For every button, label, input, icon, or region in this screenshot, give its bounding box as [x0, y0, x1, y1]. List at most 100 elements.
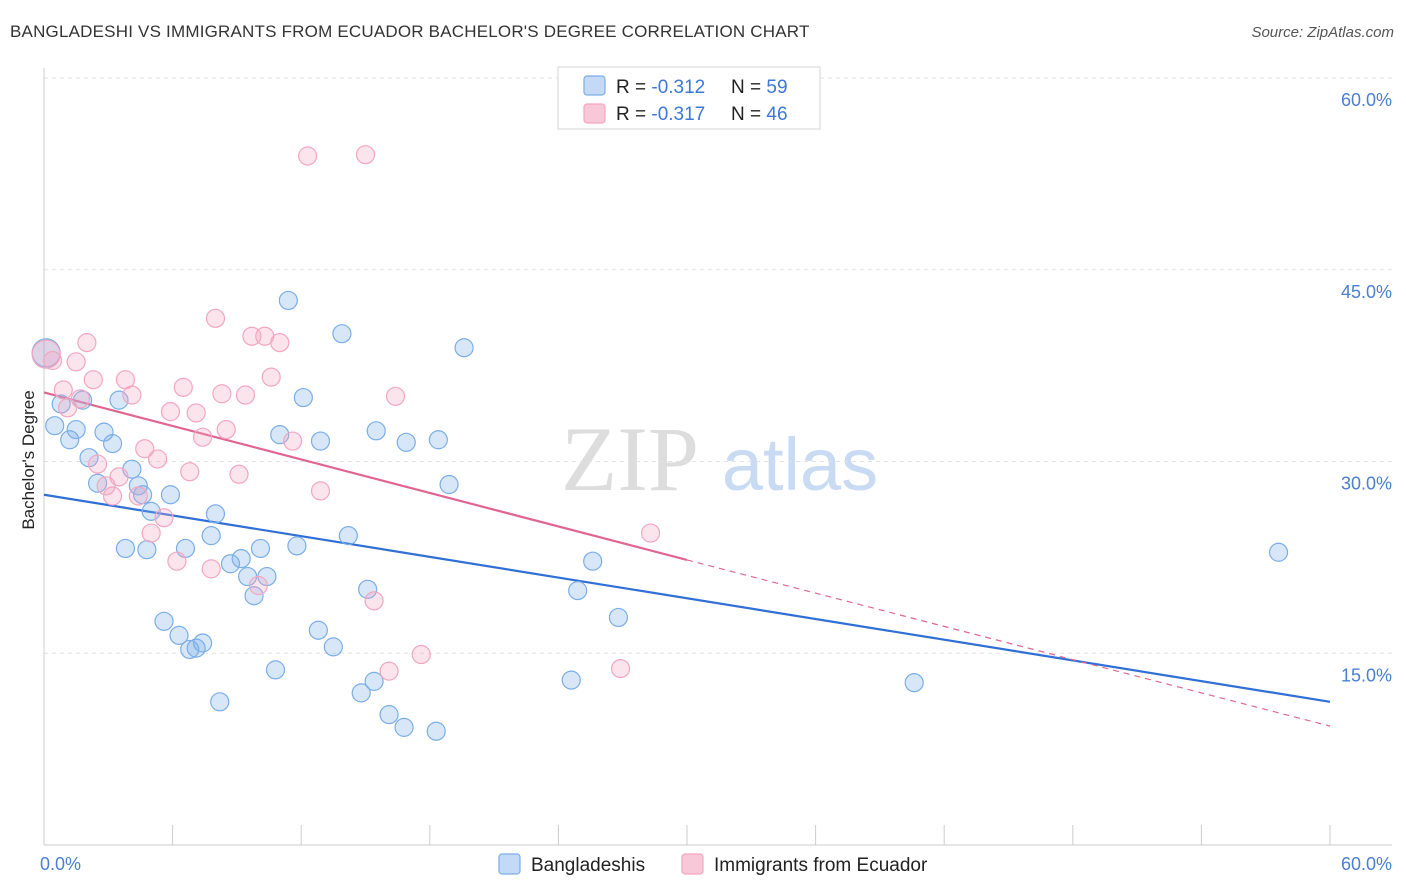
- y-tick-label: 45.0%: [1341, 282, 1392, 302]
- stats-box: R = -0.312 N = 59 R = -0.317 N = 46: [557, 66, 821, 130]
- y-axis-title: Bachelor's Degree: [19, 390, 38, 529]
- point-bangladeshis: [308, 620, 328, 640]
- point-ecuador: [186, 403, 206, 423]
- point-bangladeshis: [160, 485, 181, 505]
- legend-label-bangladeshis: Bangladeshis: [531, 855, 645, 876]
- y-tick-label: 30.0%: [1341, 474, 1392, 494]
- point-bangladeshis: [561, 670, 581, 690]
- point-bangladeshis: [60, 430, 80, 450]
- chart-title: BANGLADESHI VS IMMIGRANTS FROM ECUADOR B…: [10, 22, 810, 41]
- point-bangladeshis: [428, 430, 448, 450]
- point-ecuador: [154, 508, 174, 528]
- point-ecuador: [193, 427, 213, 447]
- point-bangladeshis: [454, 338, 474, 358]
- point-ecuador: [298, 146, 318, 166]
- point-ecuador: [364, 591, 384, 611]
- point-bangladeshis: [128, 476, 148, 496]
- point-bangladeshis: [904, 673, 924, 693]
- point-ecuador: [102, 486, 123, 506]
- point-ecuador: [379, 661, 399, 681]
- point-bangladeshis: [1268, 542, 1289, 562]
- point-ecuador: [70, 389, 91, 409]
- point-bangladeshis: [154, 611, 174, 631]
- point-bangladeshis: [231, 549, 251, 569]
- point-ecuador: [42, 350, 63, 371]
- point-bangladeshis: [608, 607, 629, 628]
- point-bangladeshis: [293, 387, 313, 408]
- axes: [43, 68, 1392, 846]
- point-bangladeshis: [583, 551, 603, 571]
- point-ecuador: [411, 644, 431, 665]
- stats-swatch-ecuador: [583, 103, 606, 124]
- x-tick-label: 0.0%: [40, 854, 81, 874]
- point-bangladeshis: [186, 638, 206, 658]
- point-ecuador: [180, 462, 200, 482]
- watermark-atlas: atlas: [722, 423, 878, 506]
- stats-row-1-n: N = 59: [731, 77, 788, 98]
- legend-swatch-ecuador: [681, 853, 704, 875]
- point-ecuador: [83, 370, 103, 390]
- point-ecuador: [141, 523, 161, 543]
- point-ecuador: [610, 658, 631, 679]
- point-bangladeshis: [102, 434, 123, 454]
- point-ecuador: [205, 308, 226, 328]
- point-bangladeshis: [220, 554, 241, 574]
- point-ecuador: [87, 454, 108, 474]
- point-bangladeshis: [439, 474, 459, 495]
- point-bangladeshis: [366, 421, 386, 441]
- point-ecuador: [53, 380, 73, 400]
- trend-lines: [43, 391, 1331, 727]
- point-bangladeshis: [351, 683, 371, 703]
- point-bangladeshis: [137, 540, 157, 560]
- point-bangladeshis: [265, 660, 286, 680]
- legend-swatch-bangladeshis: [498, 853, 521, 875]
- point-ecuador: [135, 439, 155, 459]
- stats-row-1: R = -0.312: [616, 77, 705, 98]
- point-ecuador: [128, 486, 148, 506]
- point-bangladeshis: [287, 536, 307, 556]
- point-bangladeshis: [568, 581, 588, 601]
- x-tick-label: 60.0%: [1341, 854, 1392, 874]
- data-points: [31, 145, 1289, 741]
- point-bangladeshis: [205, 504, 226, 524]
- point-bangladeshis: [396, 432, 416, 452]
- point-ecuador: [77, 333, 97, 353]
- point-ecuador: [109, 467, 129, 487]
- point-ecuador: [640, 523, 661, 543]
- watermark-zip: ZIP: [561, 408, 699, 510]
- gridlines: [44, 77, 1392, 654]
- point-ecuador: [385, 386, 406, 406]
- point-bangladeshis: [45, 416, 65, 436]
- point-ecuador: [283, 431, 303, 451]
- x-tick-labels: 0.0% 60.0%: [40, 854, 1392, 874]
- point-ecuador: [212, 384, 232, 404]
- point-bangladeshis: [426, 721, 446, 741]
- point-bangladeshis: [169, 625, 189, 645]
- point-bangladeshis: [210, 692, 230, 712]
- point-bangladeshis: [310, 431, 331, 451]
- point-ecuador: [201, 559, 221, 579]
- stats-swatch-bangladeshis: [583, 75, 606, 96]
- point-ecuador: [248, 575, 268, 596]
- y-tick-label: 60.0%: [1341, 90, 1392, 110]
- point-ecuador: [235, 385, 256, 405]
- point-bangladeshis: [193, 633, 213, 653]
- point-ecuador: [229, 464, 249, 484]
- point-ecuador: [66, 352, 86, 372]
- trend-line-ecuador: [43, 391, 688, 561]
- point-bangladeshis: [323, 637, 343, 657]
- point-bangladeshis: [379, 705, 399, 725]
- y-tick-label: 15.0%: [1341, 665, 1392, 685]
- point-bangladeshis: [332, 324, 352, 344]
- point-bangladeshis: [244, 586, 264, 606]
- legend: Bangladeshis Immigrants from Ecuador: [498, 853, 928, 876]
- point-bangladeshis: [115, 538, 136, 559]
- point-ecuador: [160, 402, 181, 422]
- point-ecuador: [355, 145, 376, 165]
- trend-line-bangladeshis: [43, 493, 1331, 703]
- point-ecuador: [216, 419, 236, 440]
- point-ecuador: [147, 449, 168, 469]
- y-tick-labels: 15.0% 30.0% 45.0% 60.0%: [1341, 90, 1392, 685]
- point-bangladeshis: [109, 390, 129, 410]
